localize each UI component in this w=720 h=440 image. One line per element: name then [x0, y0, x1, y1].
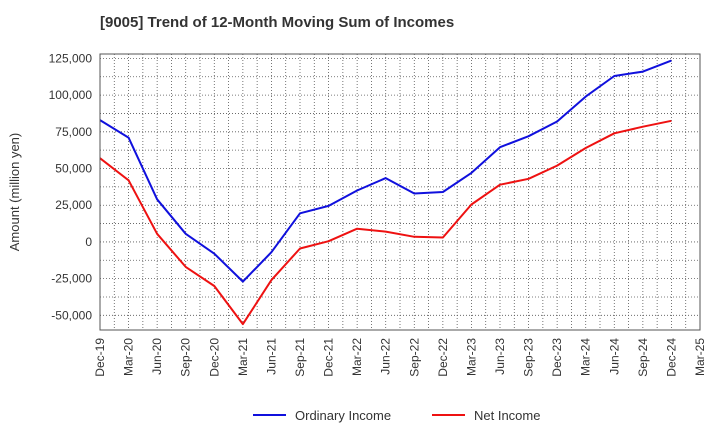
x-tick-label: Jun-23 [493, 338, 507, 375]
series-lines [99, 59, 672, 326]
x-tick-label: Sep-23 [522, 338, 536, 377]
y-tick-label: 100,000 [49, 88, 93, 102]
x-tick-label: Jun-20 [150, 338, 164, 375]
y-tick-labels: 125,000 100,000 75,000 50,000 25,000 0 -25,000… [49, 51, 93, 322]
legend-label-net-income: Net Income [474, 408, 540, 423]
y-tick-label: 0 [85, 235, 92, 249]
x-tick-label: Jun-24 [607, 338, 621, 375]
series-line-ordinary-income [99, 59, 672, 283]
series-line-net-income [99, 119, 672, 326]
x-tick-labels: Dec-19 Mar-20 Jun-20 Sep-20 Dec-20 Mar-21 Jun-… [93, 338, 707, 377]
plot-frame [99, 53, 701, 331]
x-tick-label: Mar-22 [350, 338, 364, 376]
y-tick-label: -50,000 [51, 308, 92, 322]
x-tick-label: Mar-20 [122, 338, 136, 376]
grid-lines [99, 54, 701, 330]
legend-label-ordinary-income: Ordinary Income [295, 408, 391, 423]
x-tick-label: Jun-21 [264, 338, 278, 375]
x-tick-label: Mar-21 [236, 338, 250, 376]
x-tick-label: Mar-25 [693, 338, 707, 376]
y-tick-label: -25,000 [51, 272, 92, 286]
legend: Ordinary Income Net Income [253, 408, 540, 423]
x-tick-label: Dec-19 [93, 338, 107, 377]
x-tick-label: Dec-24 [664, 338, 678, 377]
y-tick-label: 50,000 [55, 162, 92, 176]
x-tick-label: Sep-20 [179, 338, 193, 377]
x-tick-label: Dec-22 [436, 338, 450, 377]
y-tick-label: 75,000 [55, 125, 92, 139]
y-tick-label: 125,000 [49, 51, 93, 65]
x-tick-label: Dec-21 [322, 338, 336, 377]
x-tick-label: Dec-20 [207, 338, 221, 377]
x-tick-label: Sep-22 [407, 338, 421, 377]
x-tick-label: Mar-23 [464, 338, 478, 376]
y-tick-label: 25,000 [55, 198, 92, 212]
x-tick-label: Sep-21 [293, 338, 307, 377]
y-axis-title: Amount (million yen) [7, 133, 22, 252]
x-tick-label: Dec-23 [550, 338, 564, 377]
x-tick-label: Jun-22 [379, 338, 393, 375]
chart-title: [9005] Trend of 12-Month Moving Sum of I… [100, 14, 455, 31]
x-tick-label: Sep-24 [636, 338, 650, 377]
x-tick-label: Mar-24 [579, 338, 593, 376]
